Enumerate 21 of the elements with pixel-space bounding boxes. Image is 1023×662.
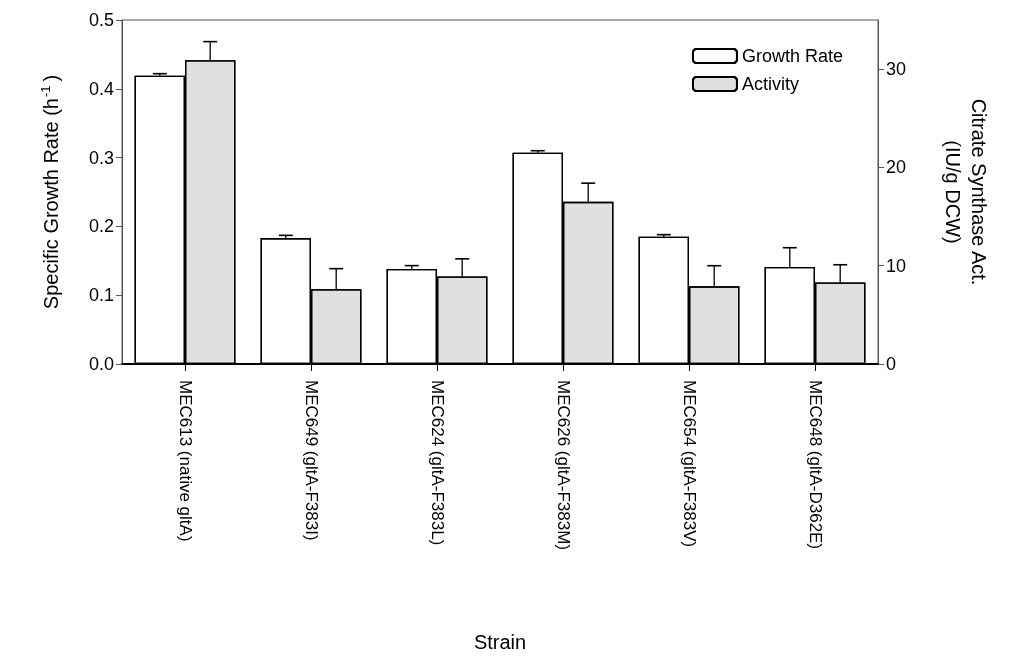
- y-tick-label: 0.5: [88, 10, 114, 30]
- x-tick-label: MEC654 (gltA-F383V): [679, 380, 699, 548]
- x-tick-label: MEC649 (gltA-F383I): [301, 380, 321, 541]
- y2-axis-title: Citrate Synthase Act. (IU/g DCW): [942, 98, 990, 286]
- x-tick-label: MEC624 (gltA-F383L): [427, 380, 447, 546]
- y-tick-label: 0.1: [88, 285, 114, 306]
- y-tick-label: 0.2: [88, 216, 114, 237]
- y2-tick-label: 10: [886, 255, 907, 276]
- y-tick-label: 0.0: [88, 354, 114, 374]
- x-tick-label: MEC613 (native gltA): [175, 380, 195, 542]
- legend-label: Growth Rate: [741, 46, 844, 66]
- y-tick-label: 0.4: [88, 78, 114, 99]
- y-axis-title: Specific Growth Rate (h-1): [38, 74, 62, 310]
- x-tick-label: MEC648 (gltA-D362E): [805, 380, 825, 550]
- y-tick-label: 0.3: [88, 147, 114, 168]
- x-tick-label: MEC626 (gltA-F383M): [553, 380, 573, 551]
- y2-tick-label: 0: [886, 354, 897, 374]
- y2-tick-label: 30: [886, 59, 907, 80]
- y2-tick-label: 20: [886, 157, 907, 178]
- x-axis-title: Strain: [473, 631, 527, 653]
- legend-label: Activity: [741, 74, 799, 94]
